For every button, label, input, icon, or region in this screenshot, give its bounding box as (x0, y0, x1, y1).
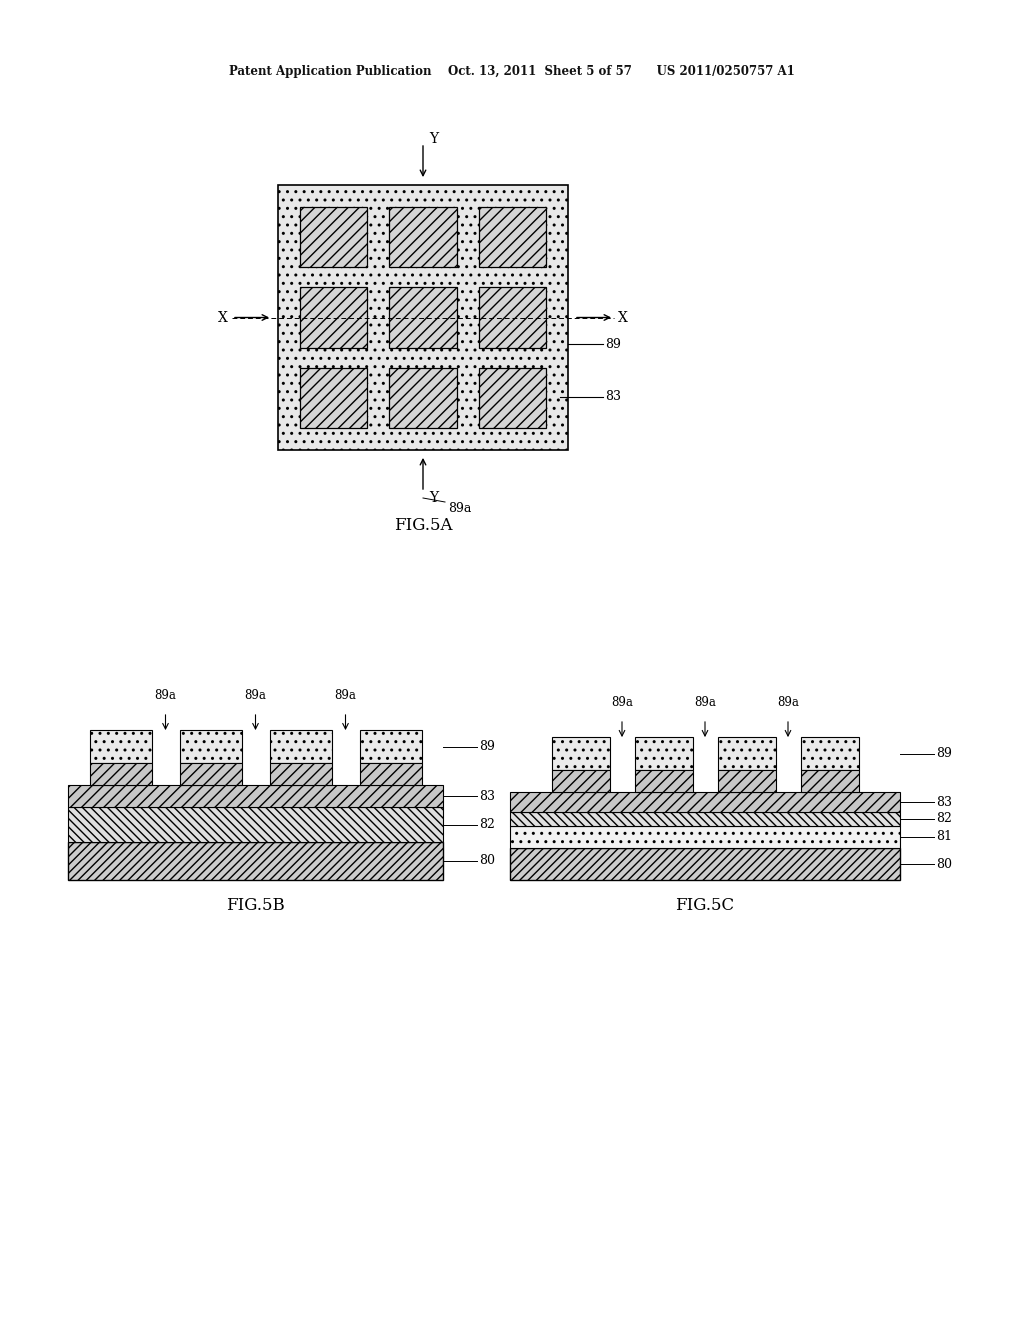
Text: 89: 89 (936, 747, 952, 760)
Text: Y: Y (429, 132, 438, 147)
Text: FIG.5C: FIG.5C (676, 898, 734, 913)
Bar (389, 288, 457, 347)
Bar (552, 770, 609, 792)
Bar (478, 207, 546, 268)
Text: Patent Application Publication    Oct. 13, 2011  Sheet 5 of 57      US 2011/0250: Patent Application Publication Oct. 13, … (229, 66, 795, 78)
Text: Y: Y (429, 491, 438, 506)
Bar (718, 737, 775, 770)
Bar (89, 730, 152, 763)
Bar (179, 763, 242, 785)
Bar (389, 368, 457, 428)
Bar (89, 763, 152, 785)
Text: 89a: 89a (694, 696, 716, 709)
Bar (801, 770, 858, 792)
Bar (68, 842, 443, 880)
Bar (635, 737, 692, 770)
Bar (801, 737, 858, 770)
Text: 83: 83 (605, 391, 621, 404)
Bar (300, 288, 368, 347)
Bar (510, 792, 900, 812)
Bar (300, 368, 368, 428)
Text: X: X (218, 310, 228, 325)
Bar (510, 812, 900, 826)
Text: FIG.5A: FIG.5A (394, 517, 453, 535)
Text: 83: 83 (936, 796, 952, 808)
Text: 81: 81 (936, 830, 952, 843)
Text: 83: 83 (479, 789, 495, 803)
Text: FIG.5B: FIG.5B (226, 898, 285, 913)
Bar (300, 207, 368, 268)
Bar (359, 730, 422, 763)
Text: 89a: 89a (611, 696, 633, 709)
Text: 89: 89 (479, 741, 495, 752)
Bar (478, 368, 546, 428)
Bar (552, 737, 609, 770)
Bar (269, 730, 332, 763)
Bar (718, 770, 775, 792)
Text: 89a: 89a (335, 689, 356, 702)
Bar (510, 826, 900, 847)
Bar (510, 847, 900, 880)
Text: 89a: 89a (245, 689, 266, 702)
Bar (478, 288, 546, 347)
Bar (359, 763, 422, 785)
Text: 89a: 89a (777, 696, 799, 709)
Bar (68, 785, 443, 807)
Bar (278, 185, 568, 450)
Text: 89a: 89a (449, 502, 471, 515)
Text: 82: 82 (479, 818, 495, 832)
Text: 80: 80 (479, 854, 495, 867)
Bar (179, 730, 242, 763)
Bar (635, 770, 692, 792)
Text: 80: 80 (936, 858, 952, 870)
Text: 82: 82 (936, 813, 952, 825)
Text: X: X (618, 310, 628, 325)
Bar (269, 763, 332, 785)
Text: 89a: 89a (155, 689, 176, 702)
Bar (389, 207, 457, 268)
Text: 89: 89 (605, 338, 621, 351)
Bar (68, 807, 443, 842)
